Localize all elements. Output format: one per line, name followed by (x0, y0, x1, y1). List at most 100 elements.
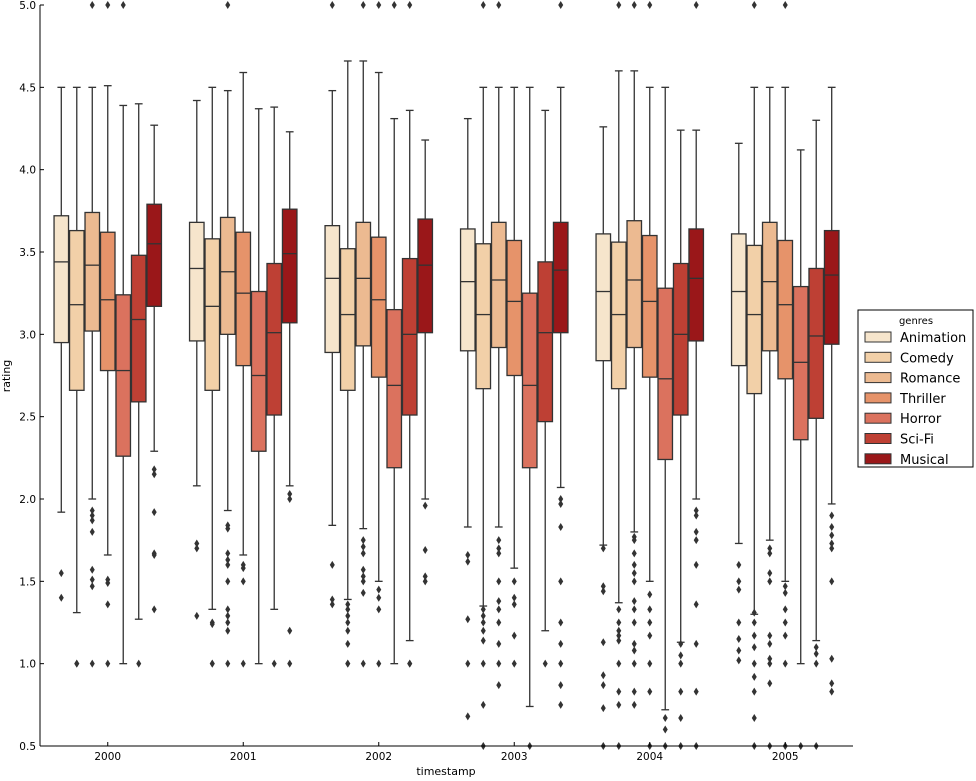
outlier-point (631, 605, 637, 614)
outlier-point (360, 577, 366, 586)
outlier-point (496, 605, 502, 614)
outlier-point (631, 549, 637, 558)
outlier-point (480, 636, 486, 645)
outlier-point (678, 687, 684, 696)
box-horror-2005 (792, 149, 809, 750)
outlier-point (225, 659, 231, 668)
outlier-point (496, 639, 502, 648)
legend-item-romance: Romance (864, 372, 960, 387)
outlier-point (329, 560, 335, 569)
box-iqr (324, 225, 341, 354)
outlier-point (360, 542, 366, 551)
y-tick-label: 3.5 (19, 247, 36, 259)
outlier-point (511, 659, 517, 668)
outlier-point (360, 659, 366, 668)
box-thriller-2005 (777, 1, 794, 750)
series-thriller (99, 1, 794, 750)
box-sci-fi-2001 (266, 106, 283, 668)
legend-label: Romance (900, 372, 960, 387)
outlier-point (829, 577, 835, 586)
outlier-point (616, 631, 622, 640)
legend-swatch (864, 351, 892, 363)
outlier-point (422, 577, 428, 586)
outlier-point (558, 577, 564, 586)
outlier-point (225, 555, 231, 564)
outlier-point (376, 593, 382, 602)
outlier-point (782, 618, 788, 627)
box-comedy-2004 (610, 1, 627, 750)
outlier-point (511, 631, 517, 640)
outlier-point (558, 659, 564, 668)
outlier-point (647, 1, 653, 9)
outlier-point (829, 511, 835, 520)
box-iqr (475, 243, 492, 390)
outlier-point (271, 659, 277, 668)
legend-swatch (864, 372, 892, 384)
box-iqr (537, 261, 554, 423)
outlier-point (225, 549, 231, 558)
legend-item-musical: Musical (864, 453, 949, 468)
box-iqr (84, 211, 101, 332)
box-iqr (219, 216, 236, 335)
outlier-point (751, 1, 757, 9)
outlier-point (58, 593, 64, 602)
box-iqr (266, 262, 283, 416)
outlier-point (751, 714, 757, 723)
box-iqr (146, 203, 163, 307)
outlier-point (736, 618, 742, 627)
outlier-point (693, 639, 699, 648)
legend-item-comedy: Comedy (864, 351, 954, 366)
outlier-point (767, 631, 773, 640)
outlier-point (465, 615, 471, 624)
outlier-point (120, 1, 126, 9)
outlier-point (105, 659, 111, 668)
box-musical-2000 (146, 124, 163, 614)
x-tick-label: 2000 (94, 751, 121, 763)
box-iqr (204, 238, 221, 391)
outlier-point (511, 593, 517, 602)
outlier-point (616, 618, 622, 627)
box-iqr (792, 285, 809, 441)
outlier-point (600, 582, 606, 591)
x-tick-label: 2002 (365, 751, 392, 763)
box-sci-fi-2000 (130, 103, 147, 668)
box-romance-2002 (355, 1, 372, 668)
outlier-point (678, 639, 684, 648)
box-musical-2004 (688, 1, 705, 750)
box-sci-fi-2003 (537, 109, 554, 668)
outlier-point (693, 687, 699, 696)
box-iqr (281, 208, 298, 324)
box-thriller-2000 (99, 1, 116, 668)
box-animation-2005 (730, 142, 747, 665)
y-axis: 0.5 1.0 1.5 2.0 2.5 3.0 3.5 4.0 4.5 5.0 (19, 0, 44, 753)
outlier-point (225, 605, 231, 614)
outlier-point (616, 605, 622, 614)
box-thriller-2001 (235, 71, 252, 668)
box-thriller-2004 (641, 1, 658, 750)
outlier-point (767, 679, 773, 688)
outlier-point (600, 681, 606, 690)
outlier-point (240, 659, 246, 668)
box-iqr (672, 262, 689, 416)
box-iqr (417, 218, 434, 334)
series-romance (84, 1, 778, 750)
legend-item-sci-fi: Sci-Fi (864, 433, 934, 448)
outlier-point (360, 536, 366, 545)
outlier-point (465, 557, 471, 566)
box-romance-2000 (84, 1, 101, 668)
box-iqr (386, 308, 403, 469)
y-tick-label: 2.0 (19, 494, 36, 506)
outlier-point (391, 1, 397, 9)
outlier-point (631, 597, 637, 606)
outlier-point (631, 687, 637, 696)
outlier-point (151, 605, 157, 614)
y-tick-label: 0.5 (19, 741, 36, 753)
outlier-point (136, 659, 142, 668)
outlier-point (194, 539, 200, 548)
outlier-point (496, 544, 502, 553)
box-comedy-2000 (68, 86, 85, 668)
outlier-point (360, 549, 366, 558)
box-iqr (777, 239, 794, 380)
legend-label: Horror (900, 412, 942, 427)
box-iqr (730, 233, 747, 367)
